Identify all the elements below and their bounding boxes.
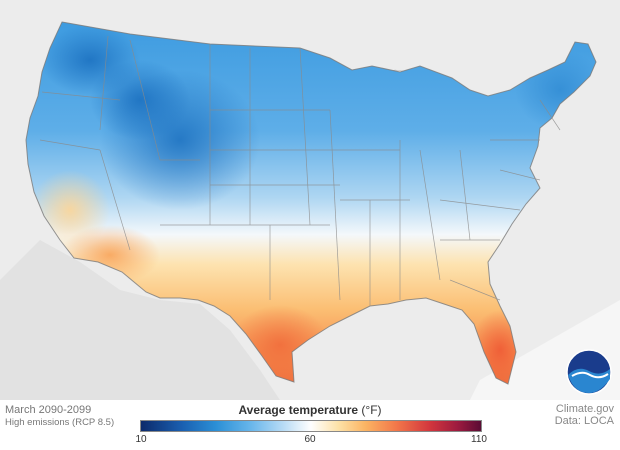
mexico-land <box>0 240 280 400</box>
legend-title-text: Average temperature <box>238 403 359 417</box>
colorbar-tick-min: 10 <box>135 434 147 445</box>
colorbar-tick-max: 110 <box>471 434 487 445</box>
noaa-logo-icon <box>566 349 612 395</box>
source-credit: Climate.gov <box>555 403 614 415</box>
legend-title: Average temperature (°F) <box>180 403 440 417</box>
time-period-label: March 2090-2099 <box>5 404 92 416</box>
legend-unit: (°F) <box>361 403 382 417</box>
temperature-colorbar <box>140 420 482 432</box>
map-canvas <box>0 21 597 400</box>
emissions-scenario-label: High emissions (RCP 8.5) <box>5 417 115 428</box>
colorbar-tick-mid: 60 <box>304 434 316 445</box>
data-credit: Data: LOCA <box>554 415 614 427</box>
temperature-field <box>26 22 596 384</box>
state-borders <box>25 21 597 385</box>
temperature-map <box>0 0 620 400</box>
